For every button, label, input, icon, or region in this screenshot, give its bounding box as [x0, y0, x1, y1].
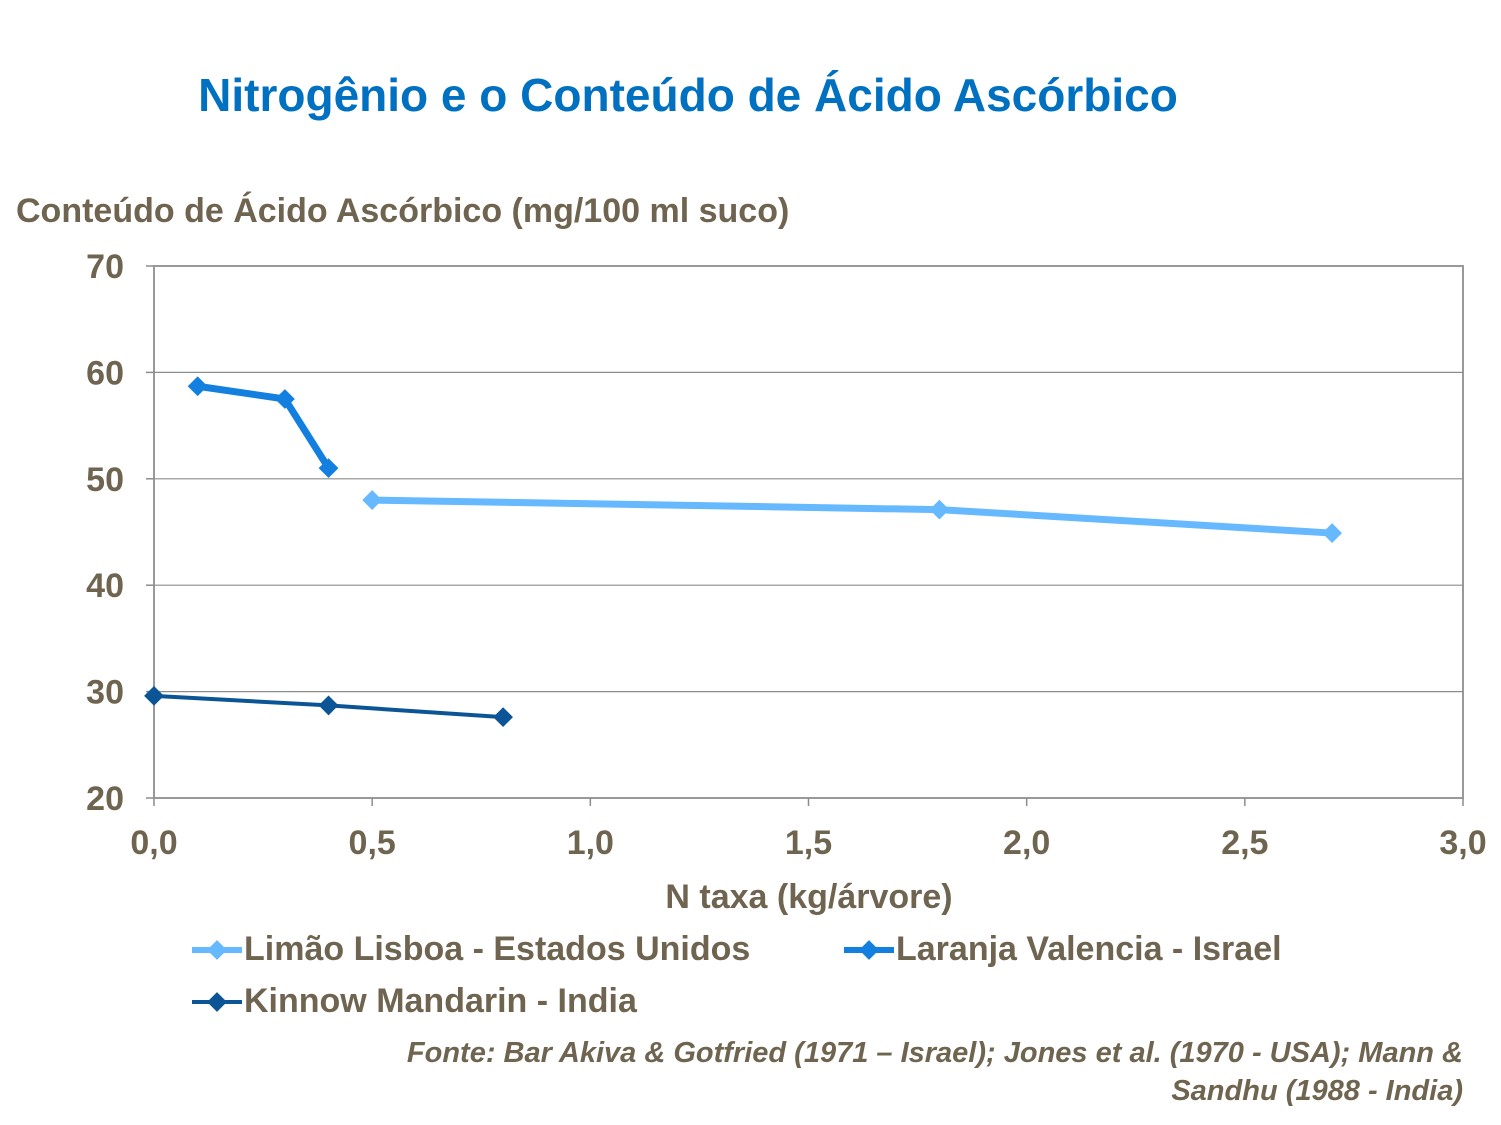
chart-title: Nitrogênio e o Conteúdo de Ácido Ascórbi… — [198, 69, 1178, 121]
data-point-0 — [362, 490, 383, 510]
x-tick-label: 0,5 — [349, 824, 396, 862]
legend-label-kinnow: Kinnow Mandarin - India — [244, 982, 637, 1020]
series-line-1 — [194, 382, 333, 472]
source-line-1: Fonte: Bar Akiva & Gotfried (1971 – Isra… — [406, 1037, 1463, 1069]
y-tick-label: 40 — [86, 567, 124, 605]
data-point-2 — [493, 707, 513, 728]
y-tick-label: 20 — [86, 780, 124, 818]
legend-item-kinnow: Kinnow Mandarin - India — [192, 982, 637, 1021]
data-point-0 — [929, 499, 950, 520]
series-line-0 — [368, 496, 1336, 537]
data-point-2 — [144, 685, 164, 706]
legend-marker-kinnow — [192, 991, 242, 1012]
x-tick-label: 3,0 — [1439, 824, 1486, 862]
y-axis-label: Conteúdo de Ácido Ascórbico (mg/100 ml s… — [16, 192, 790, 230]
source-citation: Fonte: Bar Akiva & Gotfried (1971 – Isra… — [223, 1034, 1463, 1110]
data-point-1 — [275, 389, 295, 409]
data-point-1 — [187, 376, 208, 397]
data-point-0 — [1322, 523, 1342, 543]
y-tick-label: 70 — [86, 248, 124, 286]
data-point-1 — [318, 458, 339, 479]
x-tick-label: 1,0 — [567, 824, 614, 862]
y-tick-label: 50 — [86, 461, 124, 499]
legend-item-laranja: Laranja Valencia - Israel — [844, 930, 1282, 969]
legend-label-limao: Limão Lisboa - Estados Unidos — [244, 930, 751, 968]
y-tick-label: 60 — [86, 354, 124, 392]
legend-item-limao: Limão Lisboa - Estados Unidos — [192, 930, 750, 969]
source-line-2: Sandhu (1988 - India) — [1171, 1075, 1463, 1107]
x-tick-label: 1,5 — [785, 824, 832, 862]
legend-label-laranja: Laranja Valencia - Israel — [896, 930, 1282, 968]
x-tick-label: 2,5 — [1221, 824, 1268, 862]
x-tick-label: 0,0 — [130, 824, 177, 862]
x-axis-label: N taxa (kg/árvore) — [665, 878, 953, 916]
data-point-2 — [318, 695, 339, 716]
y-tick-label: 30 — [86, 674, 124, 712]
legend-marker-limao — [192, 939, 242, 960]
legend-marker-laranja — [844, 939, 894, 960]
x-tick-label: 2,0 — [1003, 824, 1050, 862]
